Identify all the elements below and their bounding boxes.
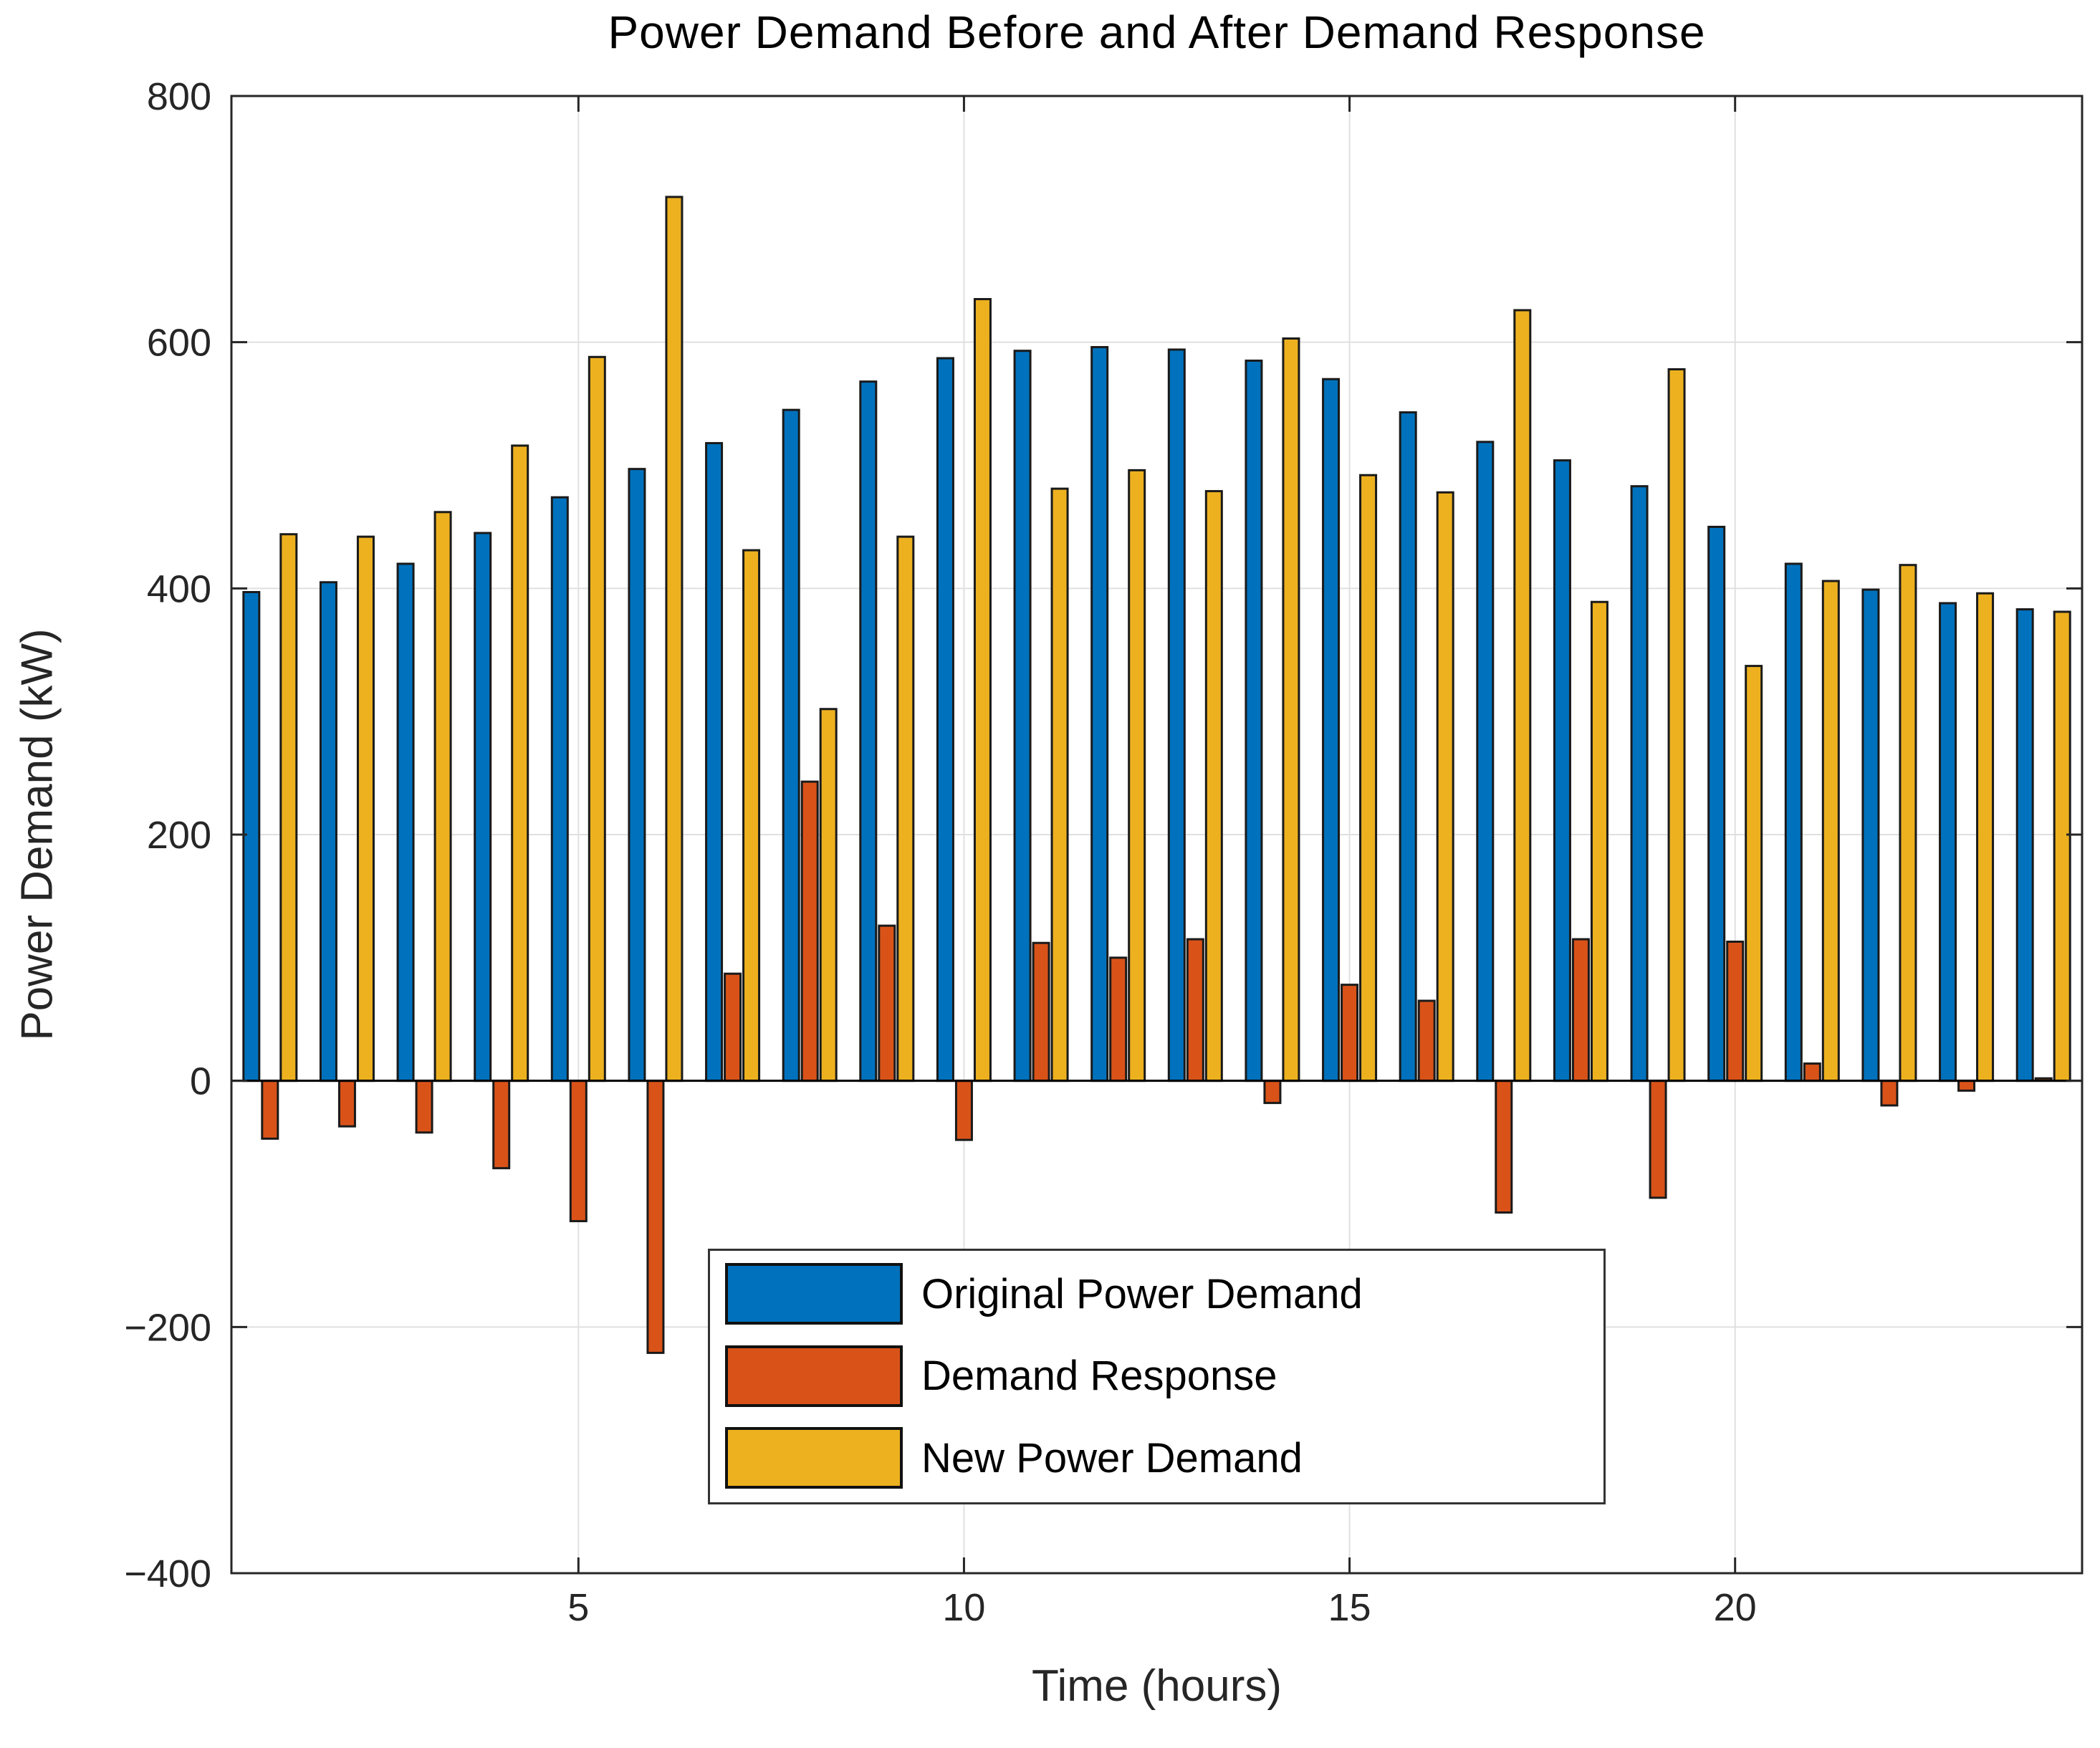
- bar-series3-hour20: [1745, 665, 1763, 1082]
- bar-series2-hour14: [1263, 1080, 1282, 1105]
- bar-series2-hour2: [337, 1080, 356, 1128]
- bar-series1-hour7: [705, 442, 724, 1082]
- y-tick-label: 600: [147, 322, 211, 365]
- bar-series3-hour14: [1282, 337, 1300, 1082]
- bar-series3-hour9: [896, 535, 915, 1082]
- bar-series1-hour19: [1630, 485, 1649, 1082]
- y-tick-label: −400: [124, 1552, 211, 1595]
- bar-series1-hour9: [859, 380, 878, 1082]
- bar-series3-hour2: [356, 535, 375, 1082]
- legend-item-demand-response: Demand Response: [725, 1342, 1603, 1411]
- bar-series1-hour5: [550, 496, 569, 1082]
- bar-series3-hour16: [1436, 491, 1454, 1082]
- bar-series1-hour16: [1399, 411, 1417, 1082]
- bar-series2-hour3: [415, 1080, 433, 1134]
- bar-series2-hour13: [1186, 938, 1204, 1082]
- y-tick-label: 0: [190, 1060, 211, 1103]
- axes-box: [230, 95, 2084, 1575]
- bar-series3-hour3: [433, 511, 452, 1082]
- x-axis-label: Time (hours): [1031, 1661, 1282, 1711]
- bar-series1-hour15: [1322, 378, 1341, 1082]
- bar-series1-hour14: [1245, 359, 1263, 1082]
- legend-label-demand-response: Demand Response: [921, 1353, 1277, 1399]
- x-tick-label: 20: [1714, 1586, 1757, 1629]
- bar-series1-hour13: [1167, 348, 1186, 1082]
- chart-title: Power Demand Before and After Demand Res…: [608, 6, 1706, 58]
- bar-series2-hour1: [261, 1080, 279, 1140]
- bar-series1-hour11: [1013, 350, 1032, 1082]
- y-axis-label: Power Demand (kW): [12, 628, 62, 1041]
- bar-series3-hour7: [742, 549, 761, 1082]
- bar-series3-hour22: [1899, 564, 1917, 1082]
- bar-series1-hour12: [1090, 346, 1109, 1082]
- bar-series3-hour4: [511, 444, 529, 1082]
- bar-series2-hour4: [492, 1080, 511, 1170]
- legend-swatch-new: [725, 1427, 903, 1489]
- bar-series3-hour12: [1128, 469, 1146, 1082]
- bar-series2-hour7: [724, 972, 742, 1082]
- bar-series2-hour21: [1803, 1062, 1821, 1082]
- bar-series3-hour1: [279, 533, 298, 1082]
- bar-series1-hour24: [2015, 608, 2034, 1082]
- bar-series3-hour19: [1667, 368, 1686, 1082]
- bar-series3-hour11: [1050, 487, 1069, 1082]
- bar-series2-hour22: [1880, 1080, 1899, 1107]
- bar-series1-hour2: [319, 581, 337, 1082]
- legend-label-new: New Power Demand: [921, 1434, 1303, 1482]
- x-tick-label: 10: [942, 1586, 985, 1629]
- bar-series2-hour9: [878, 924, 896, 1082]
- y-tick-label: −200: [124, 1306, 211, 1349]
- legend-item-new: New Power Demand: [725, 1423, 1603, 1492]
- bar-series2-hour23: [1957, 1080, 1976, 1092]
- bar-series3-hour8: [819, 708, 838, 1082]
- y-tick-label: 800: [147, 75, 211, 118]
- bar-series1-hour3: [396, 562, 415, 1082]
- x-tick-label: 15: [1328, 1586, 1371, 1629]
- bar-series1-hour1: [242, 590, 261, 1082]
- bar-series3-hour6: [665, 196, 684, 1082]
- bar-series1-hour17: [1476, 441, 1495, 1082]
- bar-series3-hour15: [1359, 474, 1378, 1082]
- bar-series2-hour12: [1109, 956, 1128, 1082]
- legend: Original Power Demand Demand Response Ne…: [708, 1249, 1606, 1504]
- bar-series1-hour18: [1553, 459, 1571, 1082]
- bar-series1-hour22: [1861, 588, 1880, 1082]
- y-tick-label: 200: [147, 814, 211, 857]
- x-tick-label: 5: [567, 1586, 589, 1629]
- y-tick-label: 400: [147, 567, 211, 610]
- legend-item-original: Original Power Demand: [725, 1259, 1603, 1328]
- bar-series1-hour6: [628, 468, 646, 1082]
- legend-swatch-original: [725, 1263, 903, 1325]
- bar-series2-hour15: [1341, 984, 1359, 1082]
- bar-series1-hour21: [1784, 562, 1803, 1082]
- bar-series2-hour5: [569, 1080, 588, 1223]
- bar-series3-hour5: [588, 355, 606, 1082]
- bar-series3-hour18: [1590, 600, 1608, 1082]
- bar-series1-hour20: [1707, 525, 1726, 1082]
- bar-series3-hour21: [1821, 580, 1840, 1082]
- bar-series1-hour23: [1939, 602, 1957, 1082]
- bar-series3-hour24: [2053, 610, 2071, 1082]
- bar-series1-hour8: [782, 408, 800, 1082]
- bar-series2-hour17: [1495, 1080, 1513, 1214]
- bar-series3-hour17: [1513, 309, 1532, 1082]
- bar-series2-hour8: [800, 780, 819, 1082]
- bar-series2-hour10: [954, 1080, 973, 1141]
- bar-series3-hour10: [973, 298, 992, 1082]
- bar-series2-hour11: [1032, 941, 1050, 1082]
- legend-label-original: Original Power Demand: [921, 1270, 1363, 1317]
- legend-swatch-demand-response: [725, 1345, 903, 1407]
- bar-series1-hour10: [936, 357, 954, 1082]
- bar-series2-hour18: [1571, 938, 1590, 1082]
- bar-series2-hour19: [1649, 1080, 1667, 1199]
- bar-series2-hour20: [1726, 940, 1745, 1082]
- bar-series2-hour16: [1417, 999, 1436, 1082]
- bar-series1-hour4: [474, 532, 492, 1082]
- bar-series3-hour13: [1204, 490, 1223, 1082]
- bar-series2-hour6: [646, 1080, 665, 1354]
- bar-series3-hour23: [1976, 592, 1995, 1082]
